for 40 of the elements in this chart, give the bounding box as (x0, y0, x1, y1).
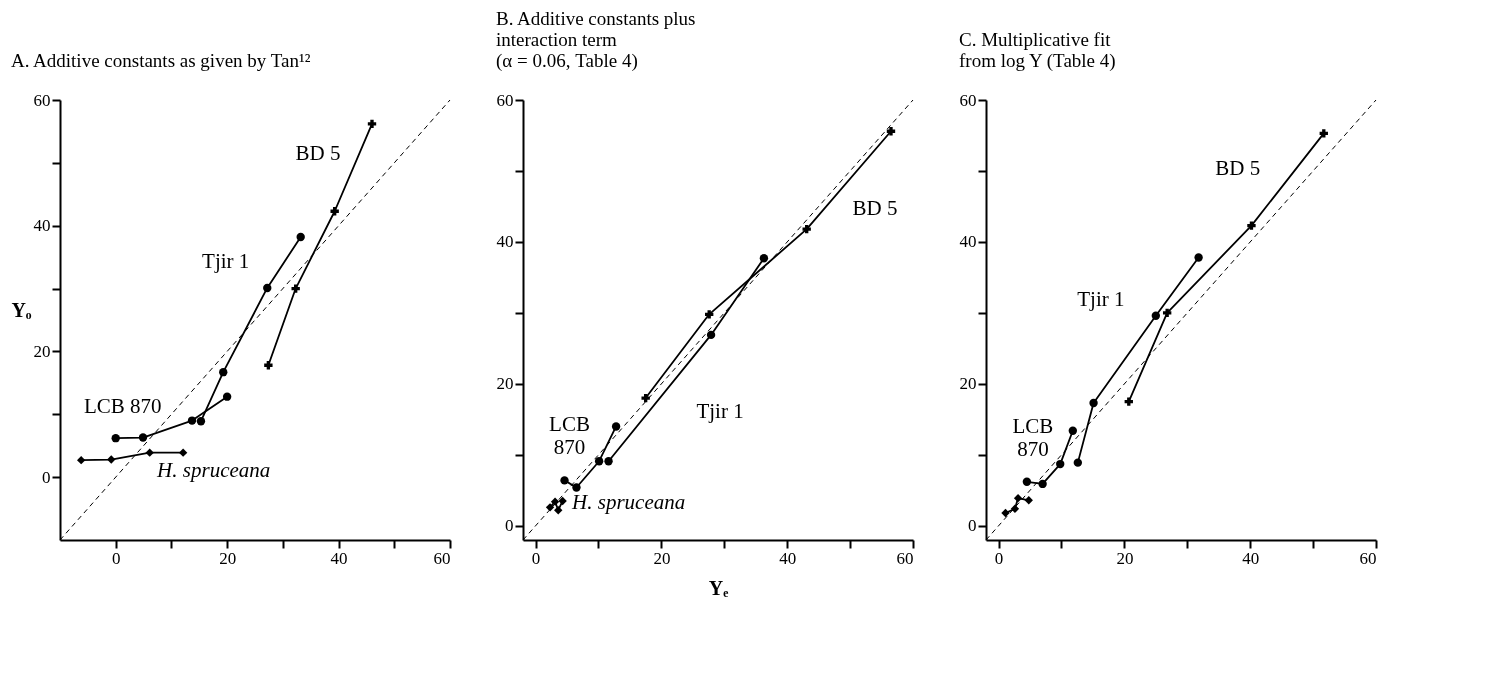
y-axis-title: Yₒ (11, 298, 32, 321)
series-label: Tjir 1 (696, 398, 744, 423)
y-tick-label: 60 (959, 90, 977, 110)
y-tick-label: 60 (496, 90, 514, 110)
x-tick-label: 60 (896, 548, 914, 568)
x-tick-label: 60 (433, 548, 451, 568)
y-tick-label: 0 (505, 516, 514, 536)
chart-title: B. Additive constants plus interaction term (α = 0.06, Table 4) (496, 8, 696, 72)
series-label: BD 5 (295, 140, 341, 165)
y-tick-label: 40 (959, 232, 977, 252)
series-label: LCB 870 (549, 412, 590, 460)
y-tick-label: 0 (968, 516, 977, 536)
y-tick-label: 20 (496, 374, 514, 394)
series-label: BD 5 (852, 196, 898, 221)
y-tick-label: 0 (42, 467, 51, 487)
x-tick-label: 20 (1116, 548, 1134, 568)
series-label: H. spruceana (571, 489, 686, 514)
series-label: Tjir 1 (1077, 286, 1125, 311)
y-tick-label: 40 (33, 216, 51, 236)
y-tick-label: 60 (33, 90, 51, 110)
y-tick-label: 40 (496, 232, 514, 252)
x-tick-label: 0 (111, 548, 121, 568)
chart-title: A. Additive constants as given by Tan¹² (10, 50, 311, 71)
series-label: Tjir 1 (202, 249, 250, 274)
chart-title: C. Multiplicative fit from log Y (Table 4) (959, 29, 1116, 72)
x-tick-label: 40 (1242, 548, 1260, 568)
y-tick-label: 20 (959, 374, 977, 394)
series-label: LCB 870 (83, 394, 162, 419)
x-tick-label: 40 (330, 548, 348, 568)
x-tick-label: 40 (779, 548, 797, 568)
series-label: H. spruceana (156, 457, 271, 482)
series-label: LCB 870 (1012, 413, 1054, 461)
x-tick-label: 60 (1359, 548, 1377, 568)
series-label: BD 5 (1215, 156, 1261, 181)
x-axis-title: Yₑ (708, 576, 729, 599)
y-tick-label: 20 (33, 341, 51, 361)
x-tick-label: 0 (531, 548, 541, 568)
x-tick-label: 20 (653, 548, 671, 568)
x-tick-label: 20 (219, 548, 237, 568)
x-tick-label: 0 (994, 548, 1004, 568)
